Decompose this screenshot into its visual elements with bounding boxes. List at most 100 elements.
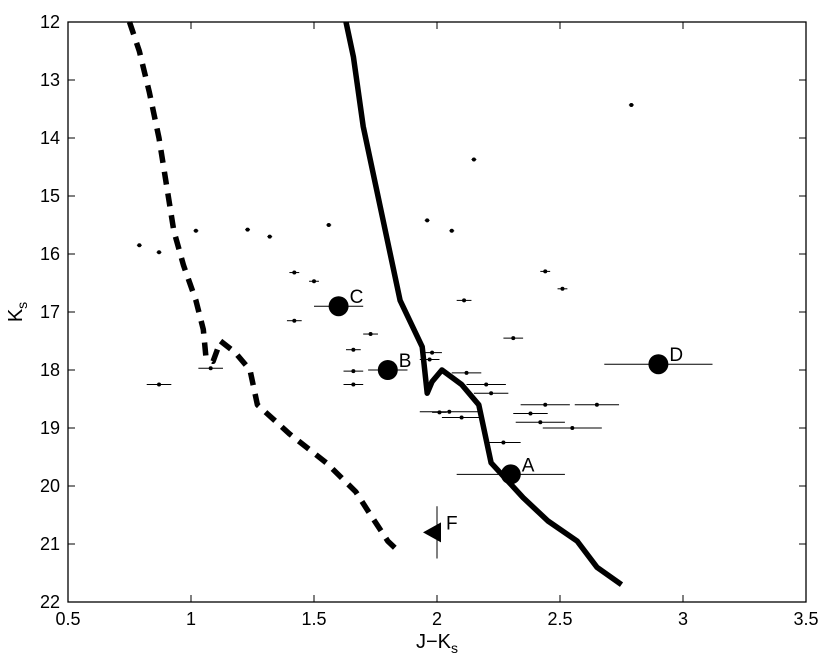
x-tick-label: 0.5 <box>55 609 80 629</box>
data-point <box>466 382 506 387</box>
data-point <box>156 250 162 255</box>
point-marker <box>629 102 634 107</box>
x-tick-label: 3 <box>678 609 688 629</box>
data-point <box>198 366 223 371</box>
point-marker <box>538 420 543 425</box>
data-point <box>286 318 302 323</box>
data-point <box>503 336 524 341</box>
data-point <box>540 269 551 274</box>
data-point <box>471 157 477 162</box>
point-marker <box>570 426 575 430</box>
point-marker <box>351 347 356 352</box>
point-marker <box>484 382 489 387</box>
point-marker <box>292 270 297 275</box>
data-point <box>136 243 142 248</box>
point-marker <box>459 415 464 420</box>
data-point <box>513 411 548 416</box>
point-marker <box>430 350 435 355</box>
point-marker <box>157 250 162 255</box>
data-point <box>557 286 568 291</box>
point-marker <box>368 332 373 337</box>
source-marker <box>500 464 521 485</box>
axis-ticks: 0.5 1 1.5 2 2.5 3 3.5 12 13 14 15 16 17 18 19 20 21 22 <box>40 12 819 629</box>
y-tick-label: 13 <box>40 70 60 90</box>
source-c: C <box>314 287 364 317</box>
point-marker <box>489 391 494 396</box>
y-tick-label: 15 <box>40 186 60 206</box>
point-marker <box>543 269 548 274</box>
point-marker <box>471 157 476 162</box>
y-tick-label: 21 <box>40 534 60 554</box>
y-tick-label: 20 <box>40 476 60 496</box>
data-point <box>441 415 482 420</box>
point-marker <box>462 298 467 303</box>
data-point <box>422 350 442 355</box>
point-marker <box>511 336 516 341</box>
x-tick-label: 3.5 <box>793 609 818 629</box>
x-tick-label: 1.5 <box>301 609 326 629</box>
source-f: F <box>423 506 458 559</box>
point-marker <box>449 228 454 233</box>
y-tick-label: 14 <box>40 128 60 148</box>
data-point <box>363 332 378 337</box>
point-marker <box>137 243 142 248</box>
point-marker <box>351 369 356 374</box>
point-marker <box>501 440 506 445</box>
y-tick-label: 16 <box>40 244 60 264</box>
data-point <box>432 410 447 415</box>
y-tick-label: 19 <box>40 418 60 438</box>
data-point <box>343 382 364 387</box>
x-axis-label: J−Ks <box>416 631 458 656</box>
y-tick-label: 18 <box>40 360 60 380</box>
point-marker <box>560 286 565 291</box>
upper-limit-marker <box>423 522 441 543</box>
data-point <box>419 409 479 414</box>
data-point <box>146 382 172 387</box>
y-axis-label: Ks <box>5 302 30 322</box>
point-marker <box>427 357 432 362</box>
source-b: B <box>368 351 411 380</box>
y-tick-label: 17 <box>40 302 60 322</box>
source-a: A <box>456 455 565 485</box>
plot-marks: A B C D F <box>126 21 713 587</box>
solid-model-curve <box>343 21 624 587</box>
source-label: D <box>669 345 683 366</box>
point-marker <box>351 382 356 387</box>
data-point <box>193 228 199 233</box>
y-tick-label: 22 <box>40 592 60 612</box>
data-point <box>345 347 361 352</box>
point-marker <box>464 370 469 375</box>
source-d: D <box>604 345 713 375</box>
data-point <box>267 234 273 239</box>
y-tick-label: 12 <box>40 12 60 32</box>
data-point <box>473 391 509 396</box>
point-marker <box>193 228 198 233</box>
data-point <box>574 402 620 407</box>
point-marker <box>312 279 316 284</box>
point-marker <box>292 318 297 323</box>
data-point <box>309 279 319 284</box>
point-marker <box>267 234 272 239</box>
x-tick-label: 1 <box>186 609 196 629</box>
point-marker <box>425 218 430 223</box>
data-point <box>456 298 472 303</box>
data-point <box>245 227 251 232</box>
x-tick-label: 2 <box>432 609 442 629</box>
point-marker <box>543 402 548 407</box>
data-point <box>326 223 332 227</box>
data-point <box>515 420 565 425</box>
point-marker <box>157 382 162 387</box>
data-point <box>451 370 482 375</box>
source-label: F <box>446 513 458 534</box>
data-point <box>343 369 364 374</box>
point-marker <box>245 227 250 232</box>
data-point <box>449 228 455 233</box>
point-marker <box>528 411 533 416</box>
data-point <box>289 270 300 275</box>
source-label: C <box>350 287 364 308</box>
data-point <box>628 102 634 107</box>
data-point <box>486 440 521 445</box>
source-label: B <box>399 351 412 372</box>
point-marker <box>594 402 599 407</box>
